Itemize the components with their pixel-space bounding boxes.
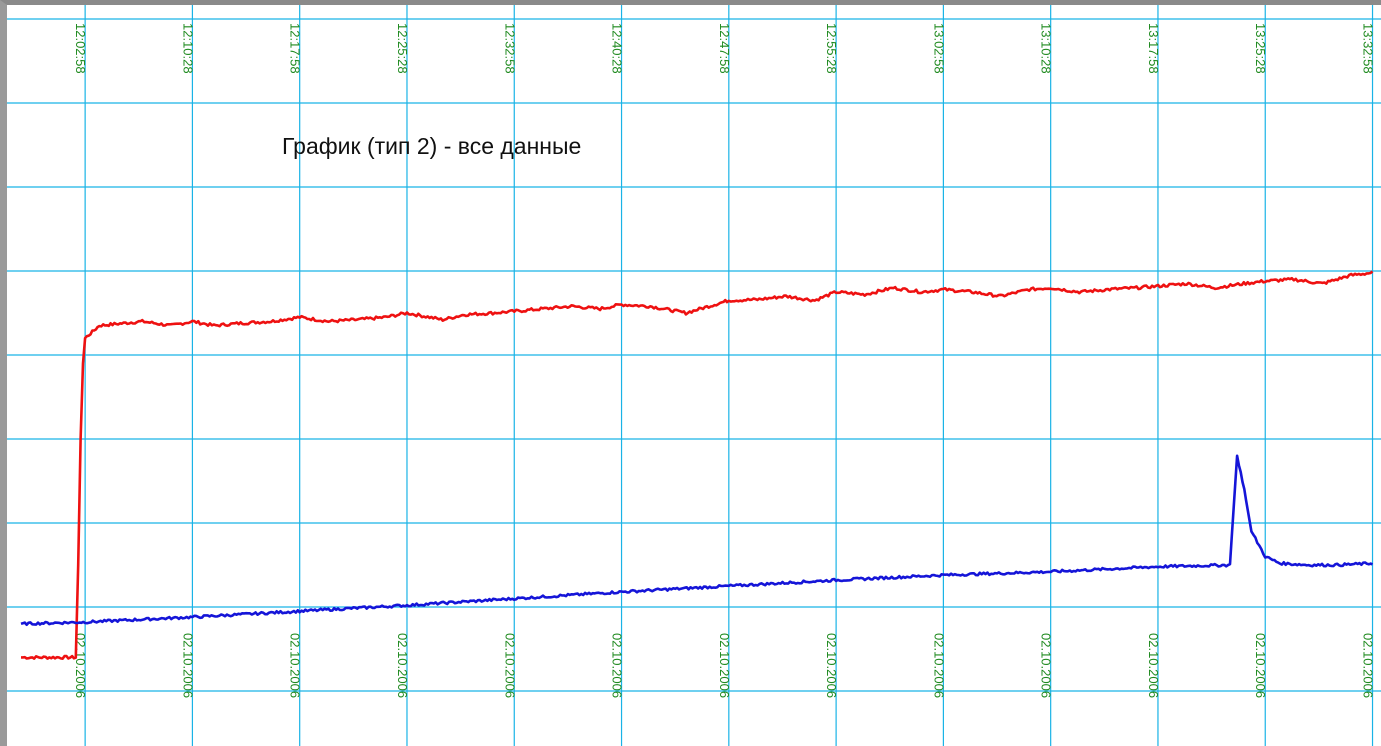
x-time-tick-label: 13:25:28 bbox=[1253, 23, 1268, 74]
x-time-tick-label: 12:32:58 bbox=[502, 23, 517, 74]
x-time-tick-label: 12:10:28 bbox=[180, 23, 195, 74]
red-series-line bbox=[21, 270, 1374, 661]
x-time-tick-label: 13:32:58 bbox=[1361, 23, 1376, 74]
x-date-tick-label: 02.10.2006 bbox=[717, 633, 732, 698]
x-date-tick-label: 02.10.2006 bbox=[1253, 633, 1268, 698]
chart-title: График (тип 2) - все данные bbox=[282, 133, 581, 159]
x-date-tick-label: 02.10.2006 bbox=[931, 633, 946, 698]
x-date-tick-label: 02.10.2006 bbox=[1039, 633, 1054, 698]
x-date-tick-label: 02.10.2006 bbox=[610, 633, 625, 698]
x-time-tick-label: 12:55:28 bbox=[824, 23, 839, 74]
x-date-tick-label: 02.10.2006 bbox=[180, 633, 195, 698]
x-date-tick-label: 02.10.2006 bbox=[502, 633, 517, 698]
x-time-tick-label: 12:40:28 bbox=[610, 23, 625, 74]
x-time-tick-label: 13:02:58 bbox=[931, 23, 946, 74]
x-time-tick-label: 13:17:58 bbox=[1146, 23, 1161, 74]
x-date-tick-label: 02.10.2006 bbox=[288, 633, 303, 698]
x-date-tick-label: 02.10.2006 bbox=[824, 633, 839, 698]
x-date-tick-label: 02.10.2006 bbox=[1146, 633, 1161, 698]
x-time-tick-label: 13:10:28 bbox=[1039, 23, 1054, 74]
x-time-tick-label: 12:25:28 bbox=[395, 23, 410, 74]
blue-series-line bbox=[20, 454, 1374, 627]
bottom-date-tick-labels: 02.10.2006 02.10.2006 02.10.2006 02.10.2006… bbox=[73, 633, 1375, 698]
x-date-tick-label: 02.10.2006 bbox=[395, 633, 410, 698]
x-date-tick-label: 02.10.2006 bbox=[1361, 633, 1376, 698]
top-time-tick-labels: 12:02:58 12:10:28 12:17:58 12:25:28 12:32:58… bbox=[73, 23, 1375, 74]
line-chart: 12:02:58 12:10:28 12:17:58 12:25:28 12:32:58… bbox=[7, 5, 1381, 746]
vertical-gridlines bbox=[84, 5, 1374, 746]
x-time-tick-label: 12:17:58 bbox=[288, 23, 303, 74]
horizontal-gridlines bbox=[7, 18, 1381, 692]
x-time-tick-label: 12:47:58 bbox=[717, 23, 732, 74]
series-lines bbox=[20, 270, 1374, 661]
x-time-tick-label: 12:02:58 bbox=[73, 23, 88, 74]
